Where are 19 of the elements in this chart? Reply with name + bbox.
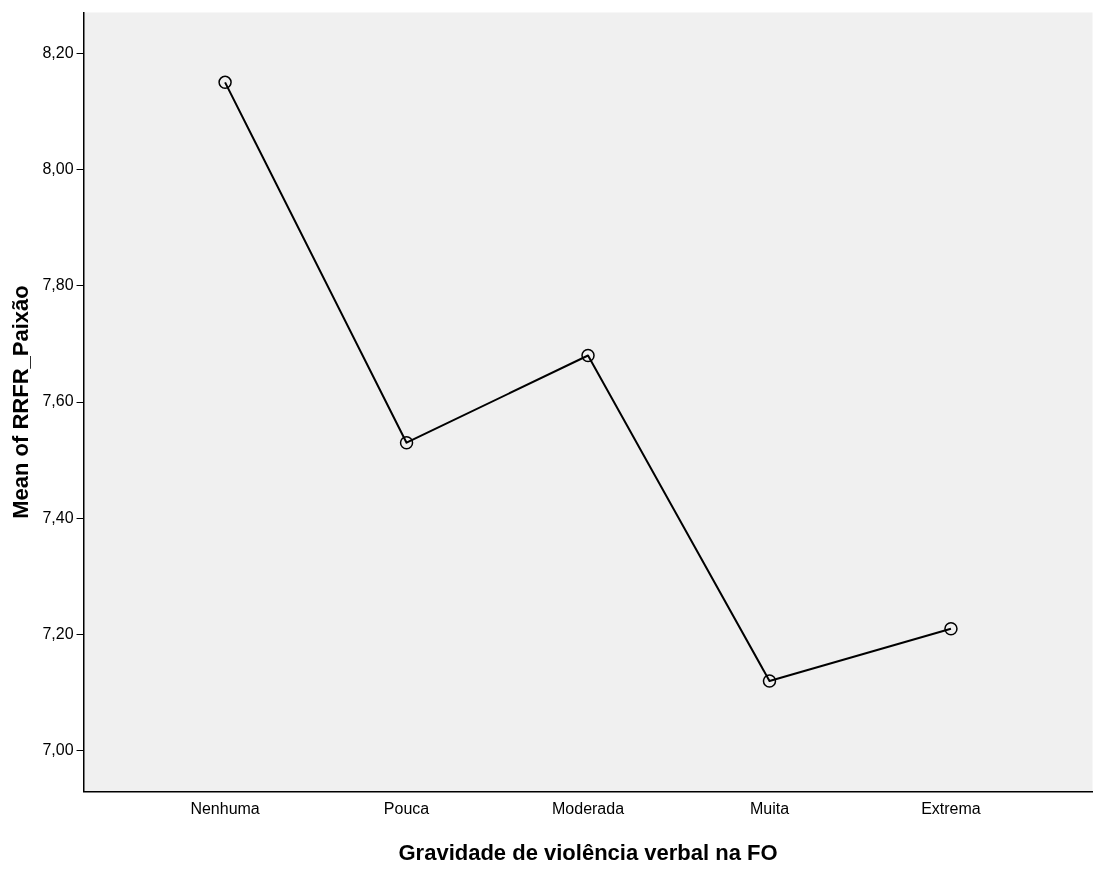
y-axis-title: Mean of RRFR_Paixão [8,285,34,519]
point [581,348,595,363]
point [944,621,958,636]
y-tick-label: 7,80 [42,276,74,294]
y-tick-label: 8,20 [42,43,74,61]
y-tick-label: 8,00 [42,159,74,177]
x-tick-label: Moderada [552,800,625,818]
y-tick-label: 7,00 [42,741,74,759]
y-tick-label: 7,60 [42,392,74,410]
point [762,674,777,688]
x-tick-label: Nenhuma [190,800,260,818]
point [399,435,414,450]
point [218,75,232,90]
y-tick-label: 7,20 [42,624,74,642]
x-tick-label: Muita [749,800,790,818]
x-tick-label: Extrema [921,800,981,818]
x-axis-title: Gravidade de violência verbal na FO [398,839,778,865]
x-tick-label: Pouca [383,800,430,818]
y-tick-label: 7,40 [42,508,74,526]
